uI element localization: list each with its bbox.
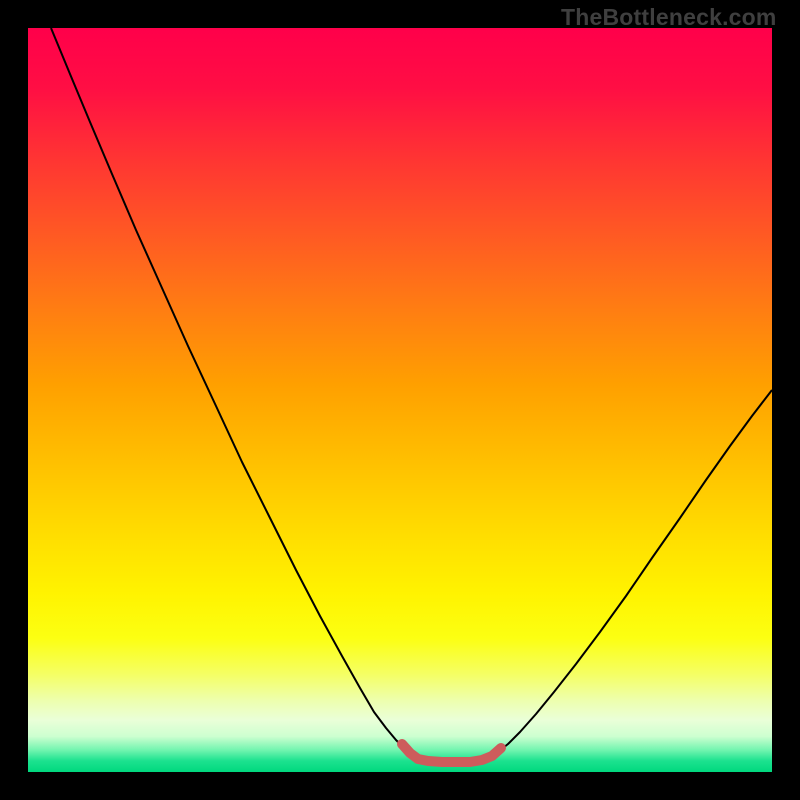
watermark-text: TheBottleneck.com [561,4,777,31]
chart-svg [0,0,800,800]
chart-frame [0,0,800,800]
plot-background [28,28,772,772]
